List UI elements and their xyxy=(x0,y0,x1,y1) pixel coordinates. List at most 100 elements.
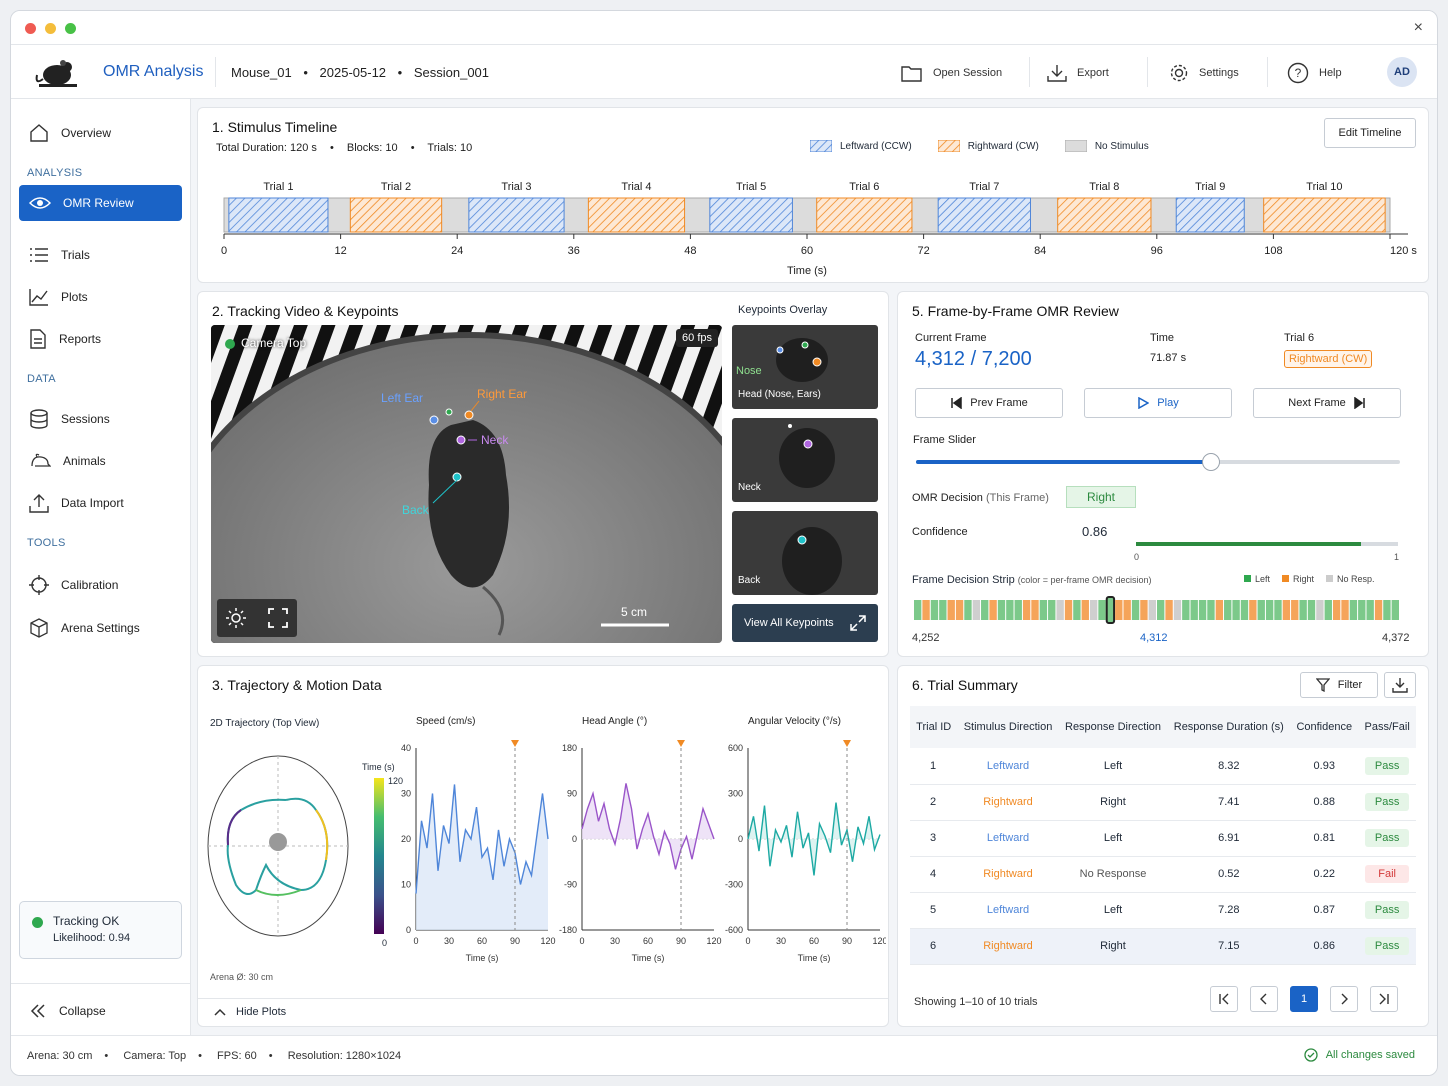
strip-frame[interactable] xyxy=(1383,600,1391,620)
sidebar-item-sessions[interactable]: Sessions xyxy=(19,401,182,437)
strip-frame[interactable] xyxy=(1064,600,1073,620)
strip-frame[interactable] xyxy=(1299,600,1307,620)
keypoint-thumb-head[interactable]: Nose Head (Nose, Ears) xyxy=(732,325,878,409)
strip-frame[interactable] xyxy=(1224,600,1232,620)
strip-frame[interactable] xyxy=(1140,600,1148,620)
strip-frame[interactable] xyxy=(1215,600,1224,620)
brightness-icon[interactable] xyxy=(226,608,246,628)
sidebar-item-plots[interactable]: Plots xyxy=(19,279,182,315)
table-header[interactable]: Trial ID xyxy=(916,721,952,733)
edit-timeline-button[interactable]: Edit Timeline xyxy=(1324,118,1416,148)
close-icon[interactable]: × xyxy=(1413,19,1423,36)
strip-frame[interactable] xyxy=(1198,600,1207,620)
last-page-button[interactable] xyxy=(1370,986,1398,1012)
strip-frame[interactable] xyxy=(930,600,939,620)
strip-frame[interactable] xyxy=(1157,600,1165,620)
timeline-block-6[interactable] xyxy=(816,197,913,233)
strip-frame[interactable] xyxy=(1123,600,1131,620)
timeline-block-1[interactable] xyxy=(228,197,329,233)
sidebar-item-arena-settings[interactable]: Arena Settings xyxy=(19,610,182,646)
strip-frame[interactable] xyxy=(947,600,955,620)
fullscreen-icon[interactable] xyxy=(268,608,288,628)
export-button[interactable]: Export xyxy=(1047,61,1109,85)
strip-frame[interactable] xyxy=(1391,600,1399,620)
strip-frame[interactable] xyxy=(1056,600,1064,620)
collapse-button[interactable]: Collapse xyxy=(19,993,182,1029)
strip-frame[interactable] xyxy=(1173,600,1182,620)
sidebar-item-omr-review[interactable]: OMR Review xyxy=(19,185,182,221)
prev-frame-button[interactable]: Prev Frame xyxy=(915,388,1063,418)
strip-frame[interactable] xyxy=(1115,600,1123,620)
strip-frame[interactable] xyxy=(1073,600,1081,620)
page-1-button[interactable]: 1 xyxy=(1290,986,1318,1012)
strip-frame[interactable] xyxy=(1190,600,1198,620)
strip-frame[interactable] xyxy=(997,600,1006,620)
timeline-block-9[interactable] xyxy=(1175,197,1245,233)
frame-decision-strip[interactable] xyxy=(912,596,1402,626)
strip-frame[interactable] xyxy=(1048,600,1056,620)
strip-frame[interactable] xyxy=(1240,600,1249,620)
crumb-mouse[interactable]: Mouse_01 xyxy=(231,65,292,80)
keypoint-thumb-neck[interactable]: Neck xyxy=(732,418,878,502)
table-row[interactable]: 4 Rightward No Response 0.52 0.22 Fail xyxy=(910,856,1416,892)
timeline-block-3[interactable] xyxy=(468,197,565,233)
strip-frame[interactable] xyxy=(939,600,947,620)
next-page-button[interactable] xyxy=(1330,986,1358,1012)
strip-frame[interactable] xyxy=(1249,600,1257,620)
strip-frame[interactable] xyxy=(1265,600,1274,620)
strip-frame[interactable] xyxy=(1165,600,1173,620)
strip-current-frame[interactable] xyxy=(1105,596,1116,624)
sidebar-item-reports[interactable]: Reports xyxy=(19,321,182,357)
table-row[interactable]: 6 Rightward Right 7.15 0.86 Pass xyxy=(910,928,1416,964)
strip-frame[interactable] xyxy=(1232,600,1240,620)
table-row[interactable]: 5 Leftward Left 7.28 0.87 Pass xyxy=(910,892,1416,928)
strip-frame[interactable] xyxy=(1014,600,1022,620)
timeline-block-5[interactable] xyxy=(709,197,793,233)
strip-frame[interactable] xyxy=(1006,600,1014,620)
timeline-block-2[interactable] xyxy=(349,197,443,233)
table-row[interactable]: 3 Leftward Left 6.91 0.81 Pass xyxy=(910,820,1416,856)
slider-thumb[interactable] xyxy=(1202,453,1221,471)
strip-frame[interactable] xyxy=(1089,600,1098,620)
settings-button[interactable]: Settings xyxy=(1169,61,1239,85)
table-header[interactable]: Response Duration (s) xyxy=(1173,721,1284,733)
strip-frame[interactable] xyxy=(1332,600,1341,620)
strip-frame[interactable] xyxy=(1316,600,1324,620)
keypoint-thumb-back[interactable]: Back xyxy=(732,511,878,595)
strip-frame[interactable] xyxy=(1341,600,1349,620)
crumb-session[interactable]: Session_001 xyxy=(413,65,490,80)
close-dot[interactable] xyxy=(25,23,36,34)
timeline-block-4[interactable] xyxy=(587,197,686,233)
strip-frame[interactable] xyxy=(1374,600,1383,620)
strip-frame[interactable] xyxy=(1274,600,1282,620)
table-header[interactable]: Response Direction xyxy=(1065,721,1161,733)
hide-plots-button[interactable]: Hide Plots xyxy=(214,1006,286,1018)
strip-frame[interactable] xyxy=(981,600,989,620)
strip-frame[interactable] xyxy=(1148,600,1156,620)
strip-frame[interactable] xyxy=(1131,600,1140,620)
sidebar-item-data-import[interactable]: Data Import xyxy=(19,485,182,521)
strip-frame[interactable] xyxy=(1098,600,1106,620)
table-header[interactable]: Confidence xyxy=(1296,721,1353,733)
prev-page-button[interactable] xyxy=(1250,986,1278,1012)
timeline-block-10[interactable] xyxy=(1263,197,1386,233)
maximize-dot[interactable] xyxy=(65,23,76,34)
strip-frame[interactable] xyxy=(1022,600,1031,620)
sidebar-item-calibration[interactable]: Calibration xyxy=(19,567,182,603)
strip-frame[interactable] xyxy=(989,600,997,620)
play-button[interactable]: Play xyxy=(1084,388,1232,418)
table-row[interactable]: 2 Rightward Right 7.41 0.88 Pass xyxy=(910,784,1416,820)
avatar[interactable]: AD xyxy=(1387,57,1417,87)
view-all-keypoints-button[interactable]: View All Keypoints xyxy=(732,604,878,642)
sidebar-item-trials[interactable]: Trials xyxy=(19,237,182,273)
sidebar-item-animals[interactable]: Animals xyxy=(19,443,182,479)
strip-frame[interactable] xyxy=(1182,600,1190,620)
video-frame[interactable]: Camera Top 60 fps Left Ear Right Ear Nec… xyxy=(211,325,722,643)
strip-frame[interactable] xyxy=(922,600,930,620)
strip-frame[interactable] xyxy=(1031,600,1039,620)
sidebar-item-overview[interactable]: Overview xyxy=(19,115,182,151)
strip-frame[interactable] xyxy=(964,600,972,620)
first-page-button[interactable] xyxy=(1210,986,1238,1012)
strip-frame[interactable] xyxy=(1081,600,1089,620)
table-row[interactable]: 1 Leftward Left 8.32 0.93 Pass xyxy=(910,748,1416,784)
